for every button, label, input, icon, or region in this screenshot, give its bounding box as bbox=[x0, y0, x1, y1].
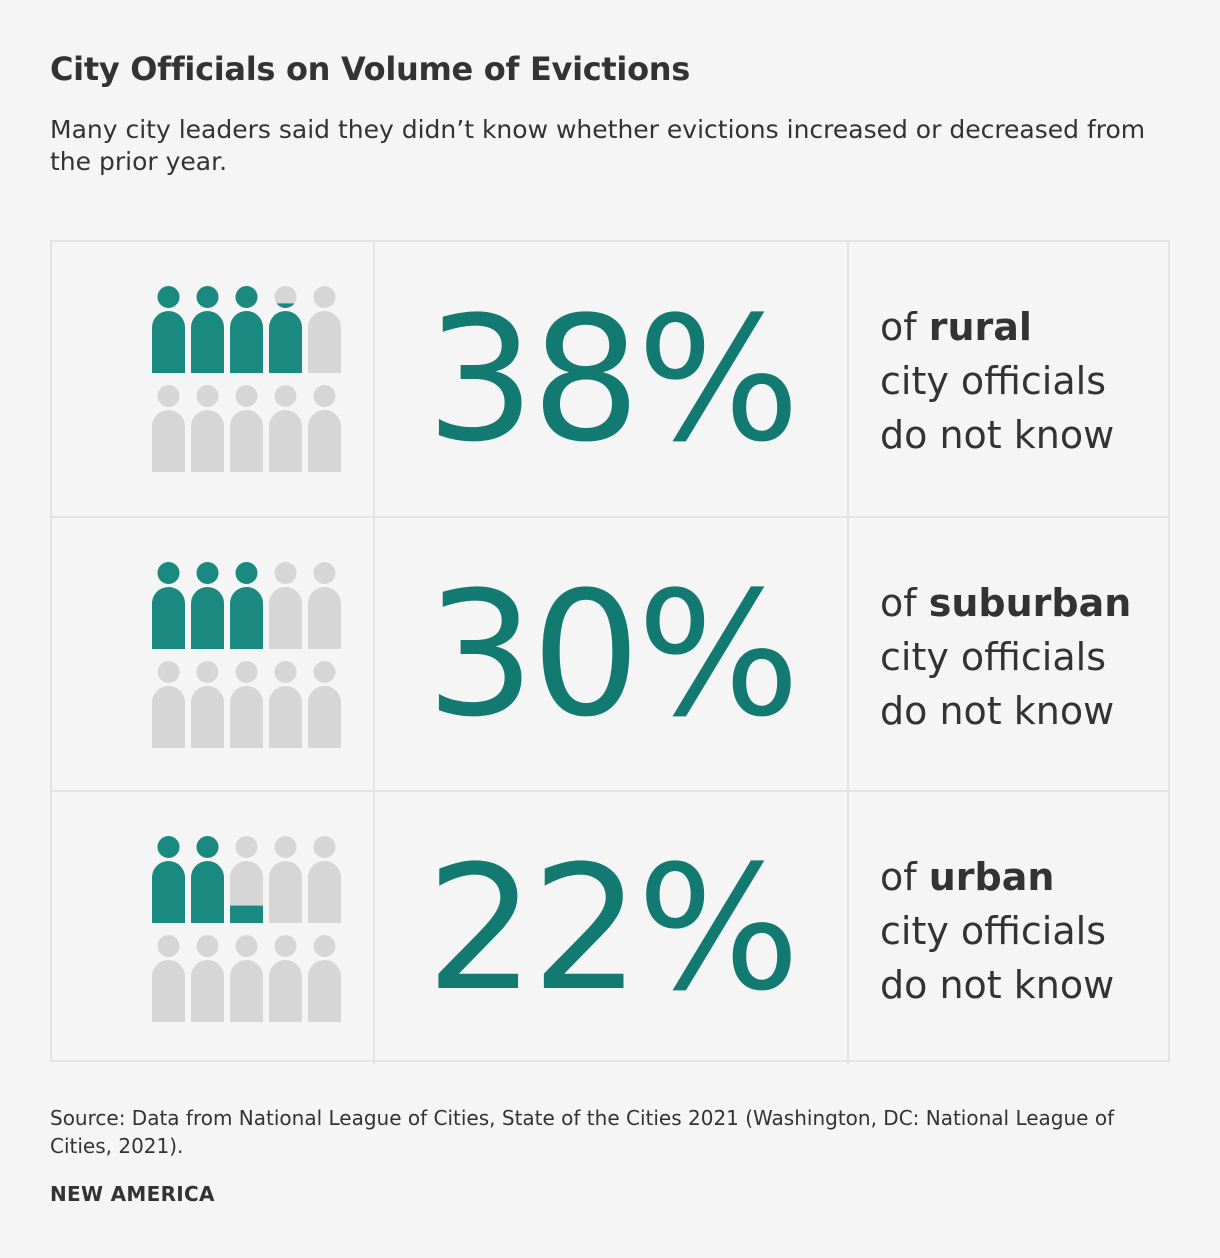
chart-title: City Officials on Volume of Evictions bbox=[50, 50, 690, 88]
person-icon bbox=[152, 661, 185, 748]
label-prefix: of bbox=[880, 305, 917, 349]
icon-array bbox=[52, 242, 373, 516]
icon-array bbox=[52, 792, 373, 1064]
person-icon bbox=[152, 836, 185, 923]
person-icon bbox=[191, 935, 224, 1022]
person-icon-fill bbox=[152, 286, 185, 373]
person-icon-fill bbox=[230, 562, 263, 649]
people-icons-suburban bbox=[152, 562, 341, 748]
label-prefix: of bbox=[880, 581, 917, 625]
divider bbox=[373, 792, 375, 1064]
divider bbox=[847, 792, 849, 1064]
person-icon bbox=[269, 661, 302, 748]
person-icon bbox=[152, 935, 185, 1022]
person-icon bbox=[230, 385, 263, 472]
label-category: urban bbox=[928, 855, 1055, 899]
row-urban: 22% of urban city officials do not know bbox=[52, 790, 1168, 1064]
brand-logo-text: NEW AMERICA bbox=[50, 1182, 215, 1206]
divider bbox=[847, 518, 849, 790]
person-icon bbox=[152, 385, 185, 472]
pictograph-grid: 38% of rural city officials do not know … bbox=[50, 240, 1170, 1064]
label-line-3: do not know bbox=[880, 689, 1115, 733]
person-icon bbox=[152, 286, 185, 373]
people-icons-urban bbox=[152, 836, 341, 1022]
person-icon bbox=[230, 286, 263, 373]
person-icon-fill bbox=[191, 562, 224, 649]
person-icon bbox=[308, 286, 341, 373]
description-suburban: of suburban city officials do not know bbox=[880, 576, 1170, 738]
person-icon bbox=[230, 661, 263, 748]
person-icon bbox=[308, 661, 341, 748]
label-category: suburban bbox=[928, 581, 1132, 625]
person-icon bbox=[191, 836, 224, 923]
person-icon bbox=[191, 385, 224, 472]
label-line-2: city officials bbox=[880, 359, 1106, 403]
person-icon-fill bbox=[152, 562, 185, 649]
percentage-rural: 38% bbox=[425, 278, 800, 480]
person-icon bbox=[269, 836, 302, 923]
person-icon bbox=[191, 661, 224, 748]
row-rural: 38% of rural city officials do not know bbox=[52, 242, 1168, 516]
description-rural: of rural city officials do not know bbox=[880, 300, 1170, 462]
icon-array bbox=[52, 518, 373, 790]
label-line-2: city officials bbox=[880, 909, 1106, 953]
divider bbox=[373, 518, 375, 790]
person-icon-fill bbox=[230, 905, 263, 923]
person-icon bbox=[269, 286, 302, 373]
person-icon bbox=[269, 935, 302, 1022]
person-icon bbox=[308, 935, 341, 1022]
label-line-3: do not know bbox=[880, 413, 1115, 457]
chart-subtitle: Many city leaders said they didn’t know … bbox=[50, 115, 1146, 176]
description-urban: of urban city officials do not know bbox=[880, 850, 1170, 1012]
label-category: rural bbox=[928, 305, 1032, 349]
person-icon bbox=[308, 385, 341, 472]
person-icon bbox=[308, 836, 341, 923]
divider bbox=[373, 242, 375, 516]
label-line-2: city officials bbox=[880, 635, 1106, 679]
divider bbox=[847, 242, 849, 516]
person-icon bbox=[230, 562, 263, 649]
percentage-suburban: 30% bbox=[425, 553, 800, 755]
person-icon-fill bbox=[269, 303, 302, 373]
person-icon-fill bbox=[152, 836, 185, 923]
person-icon bbox=[308, 562, 341, 649]
person-icon-fill bbox=[191, 836, 224, 923]
label-prefix: of bbox=[880, 855, 917, 899]
person-icon bbox=[269, 385, 302, 472]
person-icon bbox=[230, 935, 263, 1022]
people-icons-rural bbox=[152, 286, 341, 472]
person-icon-fill bbox=[191, 286, 224, 373]
source-note: Source: Data from National League of Cit… bbox=[50, 1106, 1115, 1158]
person-icon bbox=[152, 562, 185, 649]
person-icon bbox=[230, 836, 263, 923]
row-suburban: 30% of suburban city officials do not kn… bbox=[52, 516, 1168, 790]
percentage-urban: 22% bbox=[425, 827, 800, 1029]
person-icon bbox=[269, 562, 302, 649]
person-icon bbox=[191, 286, 224, 373]
person-icon-fill bbox=[230, 286, 263, 373]
person-icon bbox=[191, 562, 224, 649]
label-line-3: do not know bbox=[880, 963, 1115, 1007]
